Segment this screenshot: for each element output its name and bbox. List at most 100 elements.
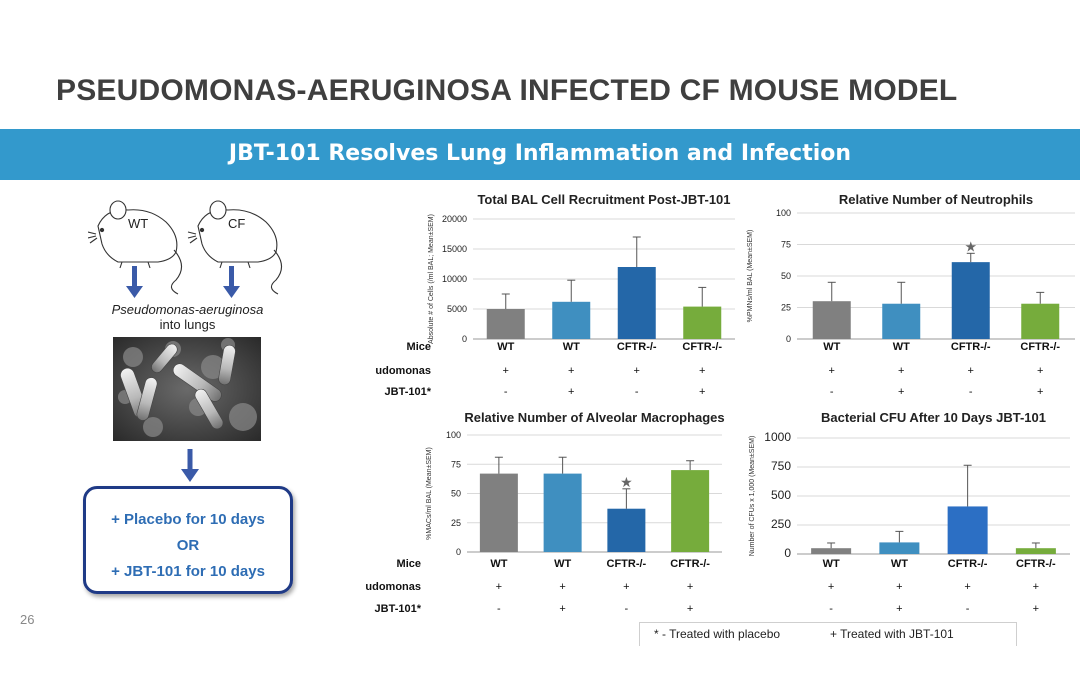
x-category-label: CFTR-/-: [948, 558, 988, 570]
y-axis-label: Number of CFUs x 1,000 (Mean±SEM): [749, 436, 756, 557]
bar: [812, 301, 851, 339]
x-category-label: WT: [563, 341, 580, 353]
bar: [486, 309, 525, 339]
y-tick-label: 15000: [442, 244, 467, 254]
pseudomonas-cell: +: [896, 581, 902, 593]
x-category-label: CFTR-/-: [682, 341, 722, 353]
pseudomonas-cell: +: [968, 365, 974, 377]
x-category-label: WT: [891, 558, 908, 570]
y-tick-label: 25: [781, 303, 791, 313]
jbt101-cell: +: [896, 603, 902, 615]
chart-title: Total BAL Cell Recruitment Post-JBT-101: [477, 192, 730, 207]
cf-mouse-label: CF: [228, 216, 245, 231]
y-tick-label: 5000: [447, 304, 467, 314]
y-tick-label: 25: [451, 518, 461, 528]
jbt101-cell: +: [898, 386, 904, 398]
jbt101-cell: +: [568, 386, 574, 398]
y-tick-label: 10000: [442, 274, 467, 284]
row-label-pseudomonas: Pseudomonas: [365, 581, 421, 593]
legend: * - Treated with placebo + Treated with …: [639, 622, 1017, 646]
down-arrow-icon: [223, 266, 240, 298]
y-tick-label: 100: [776, 208, 791, 218]
jbt101-cell: -: [504, 386, 508, 398]
x-category-label: WT: [554, 558, 571, 570]
x-category-label: WT: [490, 558, 507, 570]
x-category-label: WT: [893, 341, 910, 353]
bar: [617, 267, 656, 339]
jbt101-cell: +: [1037, 386, 1043, 398]
treatment-placebo: + Placebo for 10 days: [111, 511, 265, 528]
bar: [671, 470, 710, 552]
bar: [947, 506, 988, 554]
mice-illustration: WT CF: [88, 200, 283, 298]
cf-mouse-icon: [187, 200, 283, 295]
significance-star-icon: ★: [620, 475, 633, 491]
infection-label-organism: Pseudomonas-aeruginosa: [111, 302, 264, 317]
bar: [879, 542, 920, 554]
banner-text: JBT-101 Resolves Lung Inflammation and I…: [228, 141, 852, 166]
x-category-label: CFTR-/-: [670, 558, 710, 570]
jbt101-cell: +: [1033, 603, 1039, 615]
jbt101-cell: -: [966, 603, 970, 615]
jbt101-cell: -: [969, 386, 973, 398]
x-category-label: CFTR-/-: [607, 558, 647, 570]
jbt101-cell: -: [497, 603, 501, 615]
row-label-mice: Mice: [397, 558, 421, 570]
y-tick-label: 0: [456, 547, 461, 557]
bar: [607, 508, 646, 552]
x-category-label: CFTR-/-: [617, 341, 657, 353]
alveolar-macrophages-chart: Relative Number of Alveolar Macrophages%…: [365, 410, 725, 615]
y-tick-label: 75: [781, 240, 791, 250]
y-tick-label: 750: [771, 459, 791, 473]
y-tick-label: 50: [781, 271, 791, 281]
pseudomonas-cell: +: [496, 581, 502, 593]
y-tick-label: 250: [771, 517, 791, 531]
pseudomonas-cell: +: [503, 365, 509, 377]
x-category-label: CFTR-/-: [1020, 341, 1060, 353]
bar: [811, 548, 852, 554]
x-category-label: WT: [823, 341, 840, 353]
jbt101-cell: +: [559, 603, 565, 615]
bar: [683, 306, 722, 339]
y-tick-label: 500: [771, 488, 791, 502]
y-tick-label: 20000: [442, 214, 467, 224]
down-arrow-icon: [181, 449, 199, 482]
y-tick-label: 50: [451, 489, 461, 499]
infection-label: Pseudomonas-aeruginosa into lungs: [100, 302, 275, 332]
jbt101-cell: -: [625, 603, 629, 615]
bacteria-micrograph-image: [113, 337, 261, 441]
row-label-pseudomonas: Pseudomonas: [375, 365, 431, 377]
y-tick-label: 75: [451, 459, 461, 469]
chart-title: Relative Number of Alveolar Macrophages: [464, 410, 724, 425]
page-number: 26: [20, 612, 35, 627]
bar: [552, 301, 591, 339]
bar: [543, 473, 582, 552]
x-category-label: CFTR-/-: [1016, 558, 1056, 570]
x-category-label: WT: [823, 558, 840, 570]
jbt101-cell: +: [687, 603, 693, 615]
jbt101-cell: +: [699, 386, 705, 398]
subtitle-banner: JBT-101 Resolves Lung Inflammation and I…: [0, 129, 1080, 180]
treatment-or: OR: [176, 537, 200, 554]
pseudomonas-cell: +: [634, 365, 640, 377]
legend-jbt101: + Treated with JBT-101: [830, 627, 954, 641]
bal-cell-recruitment-chart: Total BAL Cell Recruitment Post-JBT-101 A…: [375, 192, 735, 398]
row-label-mice: Mice: [407, 341, 431, 353]
treatment-jbt101: + JBT-101 for 10 days: [111, 563, 265, 580]
y-tick-label: 0: [462, 334, 467, 344]
y-axis-label: %PMNs/ml BAL (Mean±SEM): [747, 230, 754, 323]
pseudomonas-cell: +: [568, 365, 574, 377]
pseudomonas-cell: +: [699, 365, 705, 377]
row-label-jbt101: JBT-101*: [375, 603, 422, 615]
pseudomonas-cell: +: [1037, 365, 1043, 377]
x-category-label: WT: [497, 341, 514, 353]
bar: [882, 303, 921, 339]
chart-title: Bacterial CFU After 10 Days JBT-101: [821, 410, 1046, 425]
pseudomonas-cell: +: [623, 581, 629, 593]
pseudomonas-cell: +: [829, 365, 835, 377]
y-tick-label: 1000: [764, 430, 791, 444]
y-tick-label: 0: [786, 334, 791, 344]
y-axis-label: Absolute # of Cells (/ml BAL; Mean±SEM): [428, 214, 435, 344]
legend-placebo: * - Treated with placebo: [654, 627, 781, 641]
chart-title: Relative Number of Neutrophils: [839, 192, 1033, 207]
